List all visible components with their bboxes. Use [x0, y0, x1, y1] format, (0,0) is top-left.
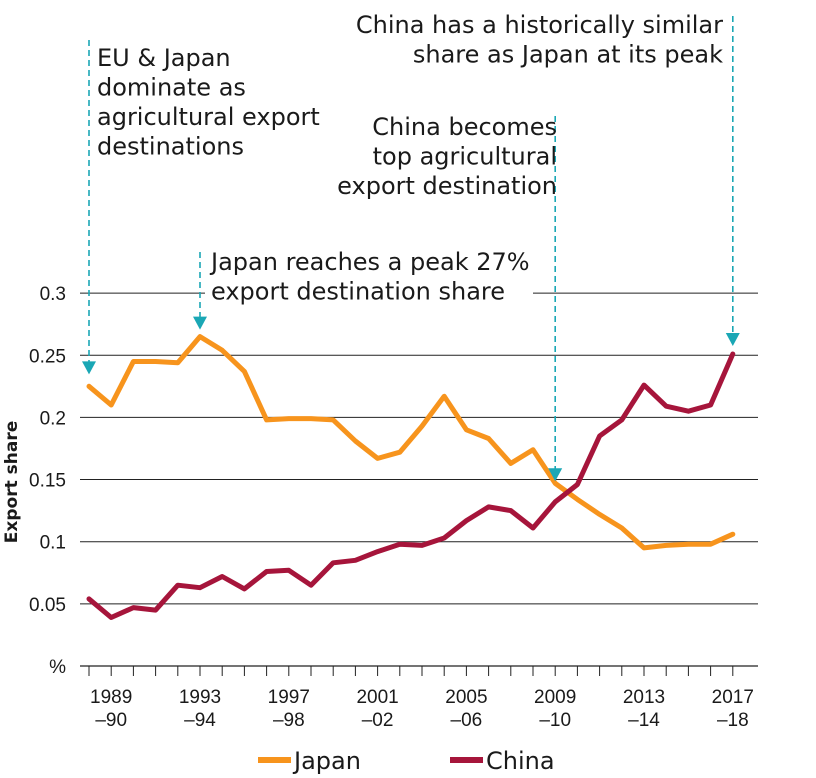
- x-tick-label: 2017: [712, 687, 754, 708]
- y-tick-label: 0.3: [40, 284, 66, 305]
- annotation-arrowhead: [725, 333, 740, 347]
- x-tick-label: 2009: [534, 687, 576, 708]
- annotation-arrowhead: [548, 468, 563, 482]
- annotation-text: dominate as: [97, 74, 246, 102]
- y-tick-label: 0.25: [29, 346, 66, 367]
- x-tick-label: –18: [717, 710, 749, 731]
- y-axis: 0.05 0.1 0.15 0.2 0.25 0.3: [29, 284, 66, 616]
- x-tick-label: –90: [95, 710, 127, 731]
- y-tick-label: 0.15: [29, 471, 66, 492]
- y-tick-label: 0.1: [40, 533, 66, 554]
- x-tick-label: –10: [539, 710, 571, 731]
- x-tick-label: –02: [362, 710, 394, 731]
- legend-label-china: China: [486, 747, 555, 775]
- x-axis: 1989–901993–941997–982001–022005–062009–…: [80, 665, 758, 731]
- x-tick-label: 1989: [90, 687, 132, 708]
- legend: Japan China: [258, 747, 555, 775]
- y-axis-unit: %: [49, 657, 66, 678]
- y-axis-label: Export share: [2, 421, 22, 543]
- annotation-arrowhead: [193, 316, 207, 330]
- x-tick-label: 1997: [268, 687, 310, 708]
- annotation-text: China has a historically similar: [356, 11, 723, 39]
- series-lines: [86, 334, 736, 620]
- x-tick-label: 1993: [179, 687, 221, 708]
- legend-label-japan: Japan: [292, 747, 361, 775]
- annotation-text: EU & Japan: [97, 44, 231, 72]
- x-tick-label: –98: [273, 710, 305, 731]
- annotation-text: export destination share: [211, 278, 505, 306]
- annotation-arrowhead: [82, 361, 96, 375]
- x-tick-label: –94: [184, 710, 216, 731]
- x-tick-label: –14: [628, 710, 660, 731]
- annotation-text: China becomes: [372, 113, 557, 141]
- y-tick-label: 0.2: [40, 408, 66, 429]
- x-tick-label: 2005: [445, 687, 487, 708]
- x-tick-label: 2013: [623, 687, 665, 708]
- annotation-text: share as Japan at its peak: [413, 41, 723, 69]
- x-tick-label: –06: [451, 710, 483, 731]
- y-tick-label: 0.05: [29, 595, 66, 616]
- annotation-text: agricultural export: [97, 103, 320, 131]
- annotation-background: [205, 244, 533, 306]
- annotation-text: export destination: [337, 172, 557, 200]
- series-line-japan: [86, 334, 736, 551]
- grid-lines: [80, 292, 758, 605]
- x-tick-label: 2001: [356, 687, 398, 708]
- annotation-text: Japan reaches a peak 27%: [209, 248, 530, 276]
- annotation-text: destinations: [97, 133, 244, 161]
- annotation-text: top agricultural: [373, 143, 557, 171]
- series-line-china: [86, 351, 736, 620]
